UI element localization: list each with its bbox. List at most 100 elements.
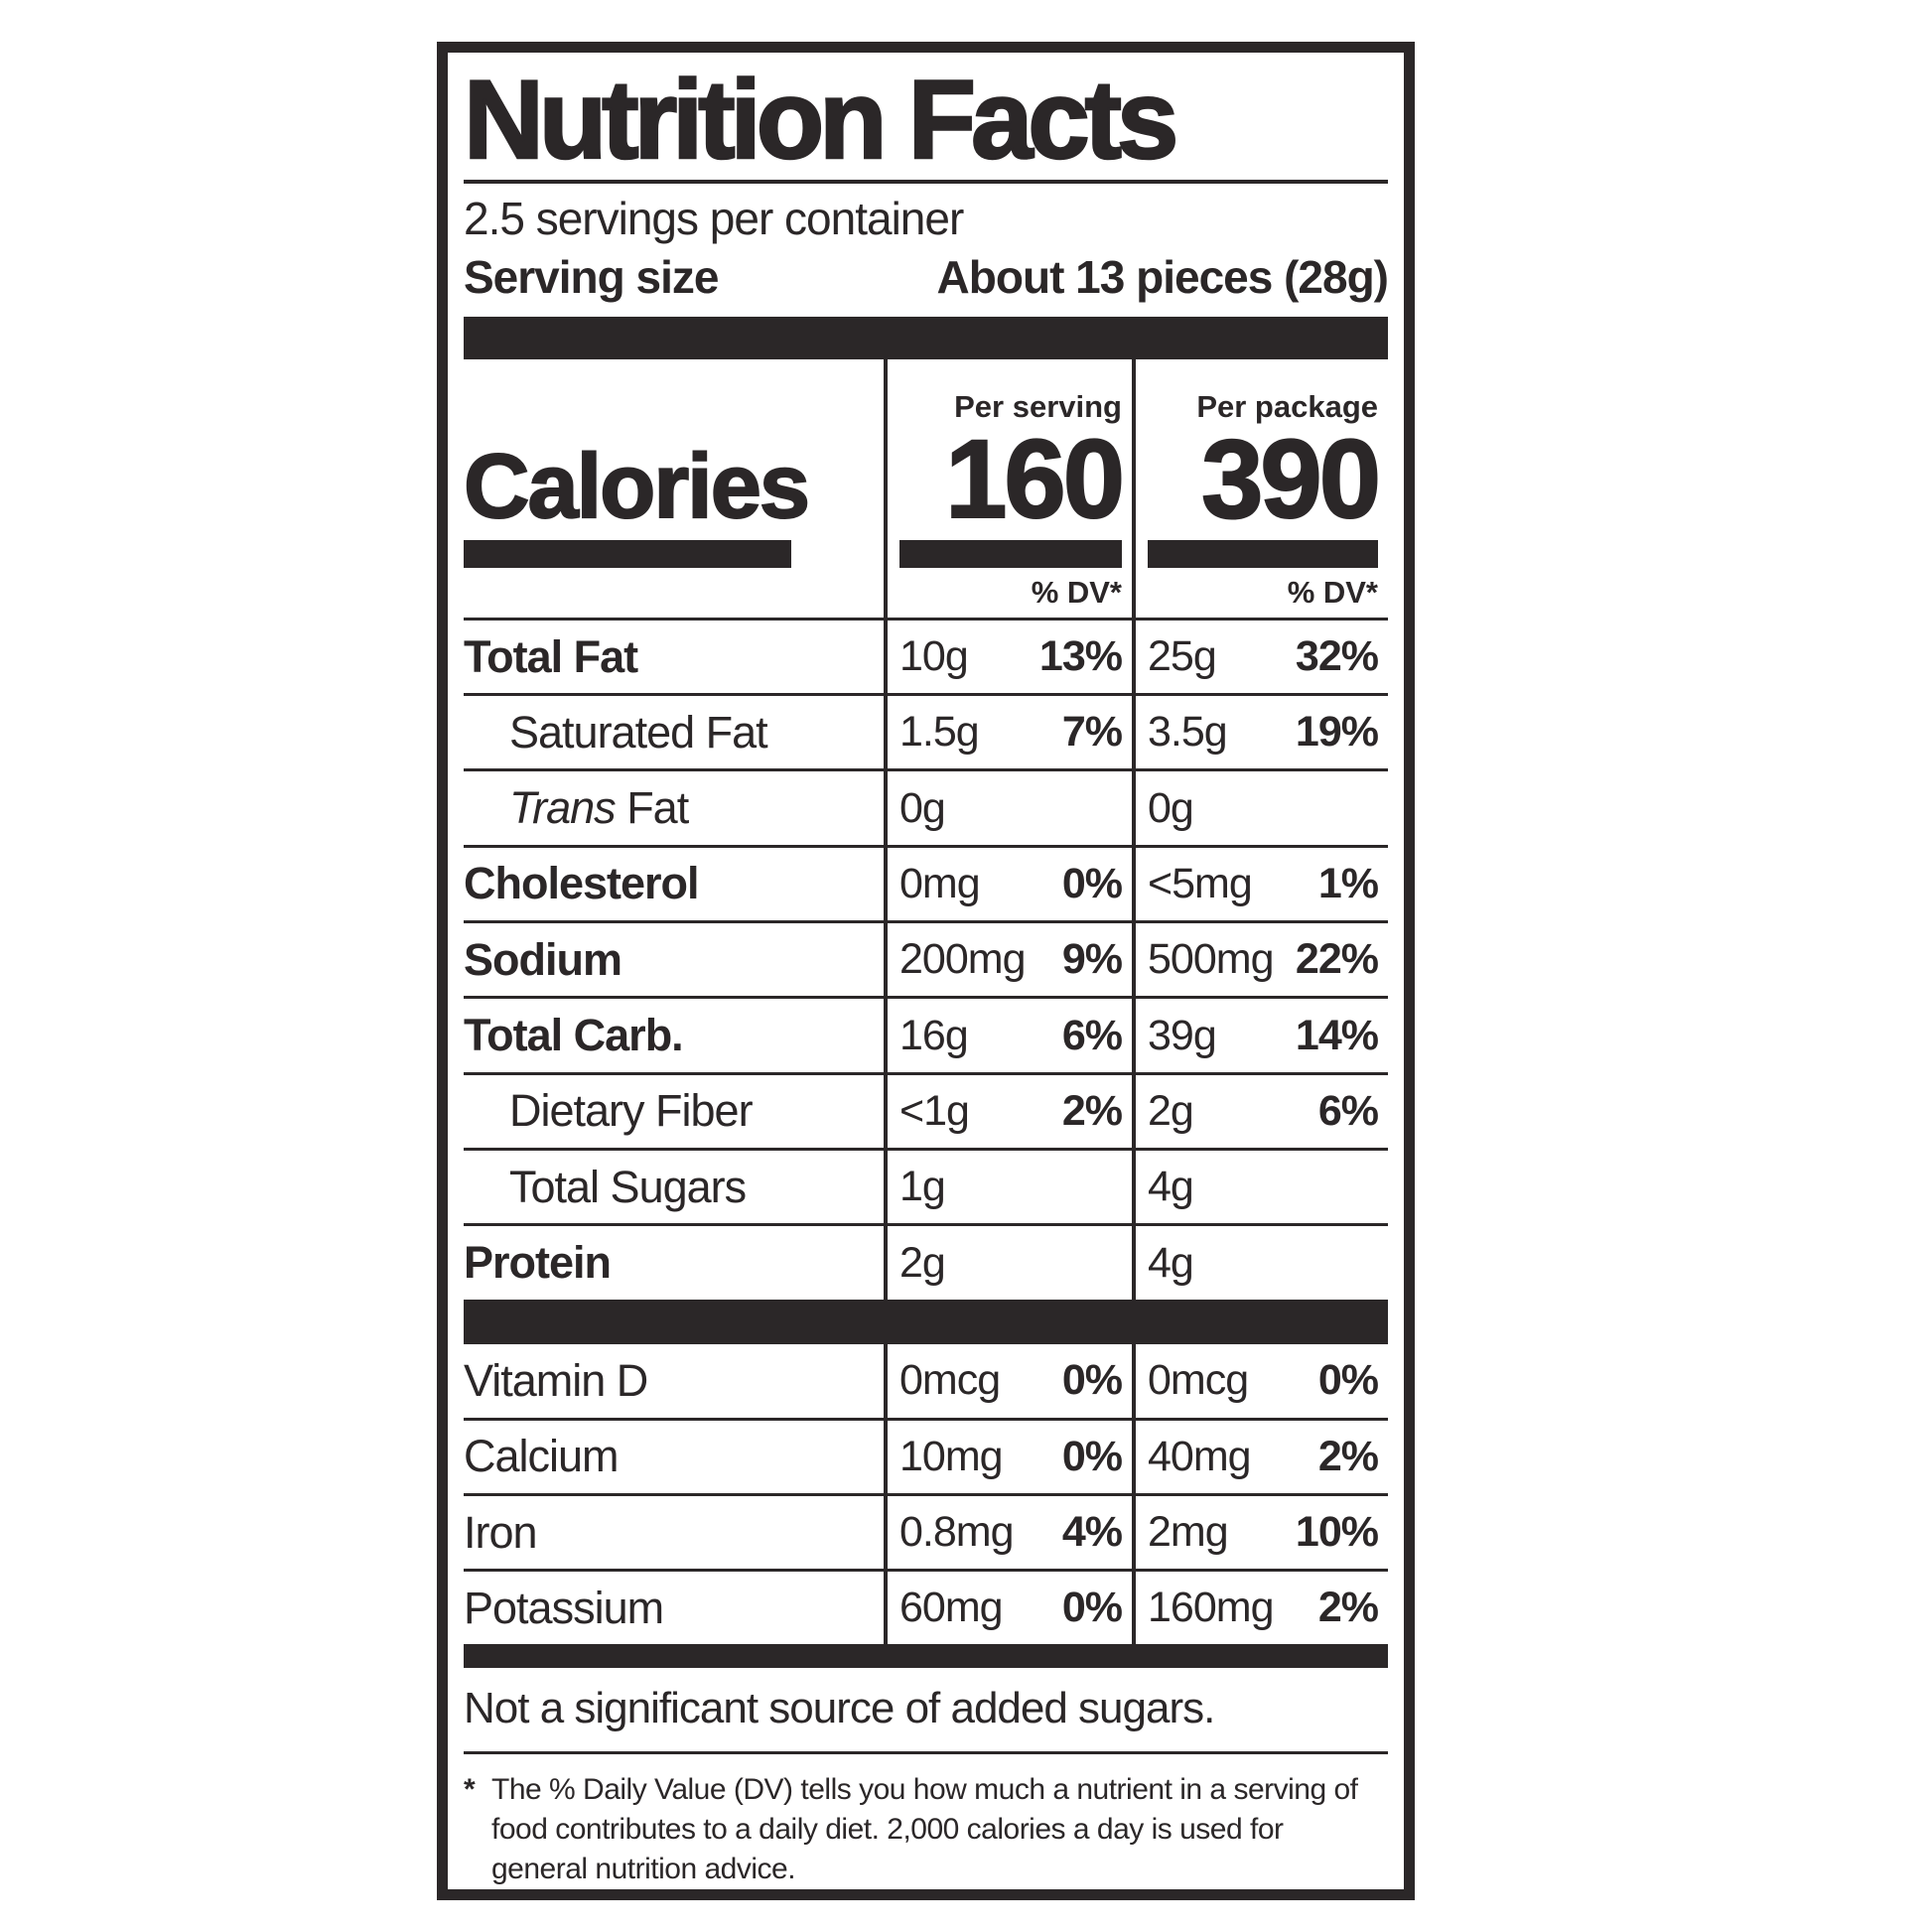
nutrient-row-dietary-fiber: Dietary Fiber <1g 2% 2g 6% — [464, 1071, 1388, 1149]
serving-dv: 0% — [1061, 1356, 1123, 1405]
serving-amount: 2g — [899, 1238, 946, 1287]
package-amount: 2g — [1148, 1086, 1194, 1135]
nutrient-row-sodium: Sodium 200mg 9% 500mg 22% — [464, 920, 1388, 997]
nutrient-row-trans-fat: Trans Fat 0g 0g — [464, 768, 1388, 845]
daily-value-footnote: * The % Daily Value (DV) tells you how m… — [464, 1754, 1388, 1889]
vitamin-row-iron: Iron 0.8mg 4% 2mg 10% — [464, 1492, 1388, 1570]
package-dv: 10% — [1295, 1508, 1379, 1557]
package-dv: 22% — [1295, 935, 1379, 984]
nutrient-name: Total Carb. — [464, 1010, 684, 1061]
serving-amount: 10mg — [899, 1432, 1004, 1480]
nutrient-name: Total Sugars — [509, 1161, 747, 1212]
dv-header: % DV* — [1287, 575, 1378, 611]
per-package-underline-bar — [1148, 540, 1378, 569]
footnote-asterisk: * — [464, 1773, 476, 1807]
package-dv: 32% — [1295, 632, 1379, 680]
serving-amount: 60mg — [899, 1584, 1004, 1632]
per-serving-underline-bar — [899, 540, 1122, 569]
serving-dv: 9% — [1061, 935, 1123, 984]
per-package-header: Per package — [1196, 388, 1378, 424]
nutrient-row-total-carb: Total Carb. 16g 6% 39g 14% — [464, 996, 1388, 1072]
per-serving-calories-cell: Per serving 160 — [884, 359, 1132, 569]
serving-amount: <1g — [899, 1086, 970, 1135]
serving-dv: 0% — [1061, 1432, 1123, 1480]
package-amount: 3.5g — [1148, 708, 1228, 757]
package-amount: 0mcg — [1148, 1356, 1249, 1405]
nutrient-name: Saturated Fat — [509, 706, 768, 758]
servings-per-container: 2.5 servings per container — [464, 193, 964, 245]
package-dv: 14% — [1295, 1011, 1379, 1059]
label-title: Nutrition Facts — [463, 61, 1388, 185]
nutrient-name: Dietary Fiber — [509, 1085, 754, 1137]
serving-amount: 10g — [899, 632, 969, 680]
nutrient-row-total-fat: Total Fat 10g 13% 25g 32% — [464, 617, 1388, 694]
package-amount: 39g — [1148, 1011, 1217, 1059]
package-dv: 1% — [1317, 859, 1379, 907]
package-amount: 0g — [1148, 783, 1194, 832]
per-package-calories-cell: Per package 390 — [1132, 359, 1388, 569]
package-amount: 40mg — [1148, 1432, 1252, 1480]
vitamin-name: Vitamin D — [464, 1354, 648, 1406]
calories-underline-bar — [464, 540, 792, 569]
package-dv: 0% — [1317, 1356, 1379, 1405]
package-amount: 4g — [1148, 1163, 1194, 1211]
nutrition-facts-label: Nutrition Facts 2.5 servings per contain… — [437, 42, 1415, 1900]
nutrient-name: Trans Fat — [464, 782, 689, 834]
package-amount: 500mg — [1148, 935, 1274, 984]
serving-amount: 1g — [899, 1163, 946, 1211]
footnote-text: The % Daily Value (DV) tells you how muc… — [491, 1773, 1358, 1886]
package-amount: 25g — [1148, 632, 1217, 680]
calories-cell: Calories — [463, 359, 884, 569]
serving-dv: 0% — [1061, 1584, 1123, 1632]
serving-amount: 200mg — [899, 935, 1026, 984]
vitamin-name: Potassium — [464, 1582, 664, 1633]
separator-bar-bottom — [464, 1644, 1388, 1669]
package-dv: 19% — [1295, 708, 1379, 757]
nutrient-row-saturated-fat: Saturated Fat 1.5g 7% 3.5g 19% — [464, 693, 1388, 769]
per-package-dv-header-cell: % DV* — [1132, 568, 1388, 618]
dv-header: % DV* — [1031, 575, 1122, 611]
serving-dv: 6% — [1061, 1011, 1123, 1059]
vitamin-row-calcium: Calcium 10mg 0% 40mg 2% — [464, 1417, 1388, 1493]
serving-size-row: Serving size About 13 pieces (28g) — [464, 251, 1389, 304]
per-package-calories-value: 390 — [1200, 416, 1382, 541]
per-serving-dv-header-cell: % DV* — [884, 568, 1132, 618]
package-amount: 160mg — [1148, 1584, 1274, 1632]
package-amount: 4g — [1148, 1238, 1194, 1287]
nutrient-name: Cholesterol — [464, 858, 700, 909]
trans-italic: Trans — [509, 782, 617, 834]
nutrient-row-total-sugars: Total Sugars 1g 4g — [464, 1148, 1388, 1224]
serving-dv: 4% — [1061, 1508, 1123, 1557]
serving-size-label: Serving size — [464, 251, 719, 304]
serving-dv: 0% — [1061, 859, 1123, 907]
nutrient-name: Sodium — [464, 933, 622, 985]
nutrient-name: Protein — [464, 1237, 612, 1288]
package-dv: 2% — [1317, 1432, 1379, 1480]
serving-dv: 2% — [1061, 1086, 1123, 1135]
serving-amount: 1.5g — [899, 708, 980, 757]
vitamin-row-vitamin-d: Vitamin D 0mcg 0% 0mcg 0% — [464, 1344, 1388, 1418]
package-amount: 2mg — [1148, 1508, 1229, 1557]
serving-amount: 0.8mg — [899, 1508, 1015, 1557]
vitamin-name: Iron — [464, 1506, 538, 1558]
serving-amount: 0mg — [899, 859, 981, 907]
calories-word: Calories — [463, 436, 811, 538]
serving-amount: 16g — [899, 1011, 969, 1059]
nutrient-row-protein: Protein 2g 4g — [464, 1223, 1388, 1300]
serving-amount: 0g — [899, 783, 946, 832]
per-serving-calories-value: 160 — [944, 416, 1126, 541]
trans-rest: Fat — [615, 782, 689, 834]
nutrient-row-cholesterol: Cholesterol 0mg 0% <5mg 1% — [464, 844, 1388, 921]
separator-bar-middle — [464, 1299, 1388, 1345]
serving-dv: 7% — [1061, 708, 1123, 757]
vitamin-name: Calcium — [464, 1431, 620, 1482]
package-amount: <5mg — [1148, 859, 1253, 907]
daily-value-header-row: % DV* % DV* — [464, 568, 1388, 618]
package-dv: 6% — [1317, 1086, 1379, 1135]
added-sugars-note: Not a significant source of added sugars… — [464, 1668, 1388, 1755]
calories-row: Calories Per serving 160 Per package 390 — [463, 359, 1388, 569]
nutrient-name: Total Fat — [464, 630, 638, 682]
vitamin-row-potassium: Potassium 60mg 0% 160mg 2% — [464, 1569, 1388, 1645]
serving-size-value: About 13 pieces (28g) — [936, 251, 1389, 304]
